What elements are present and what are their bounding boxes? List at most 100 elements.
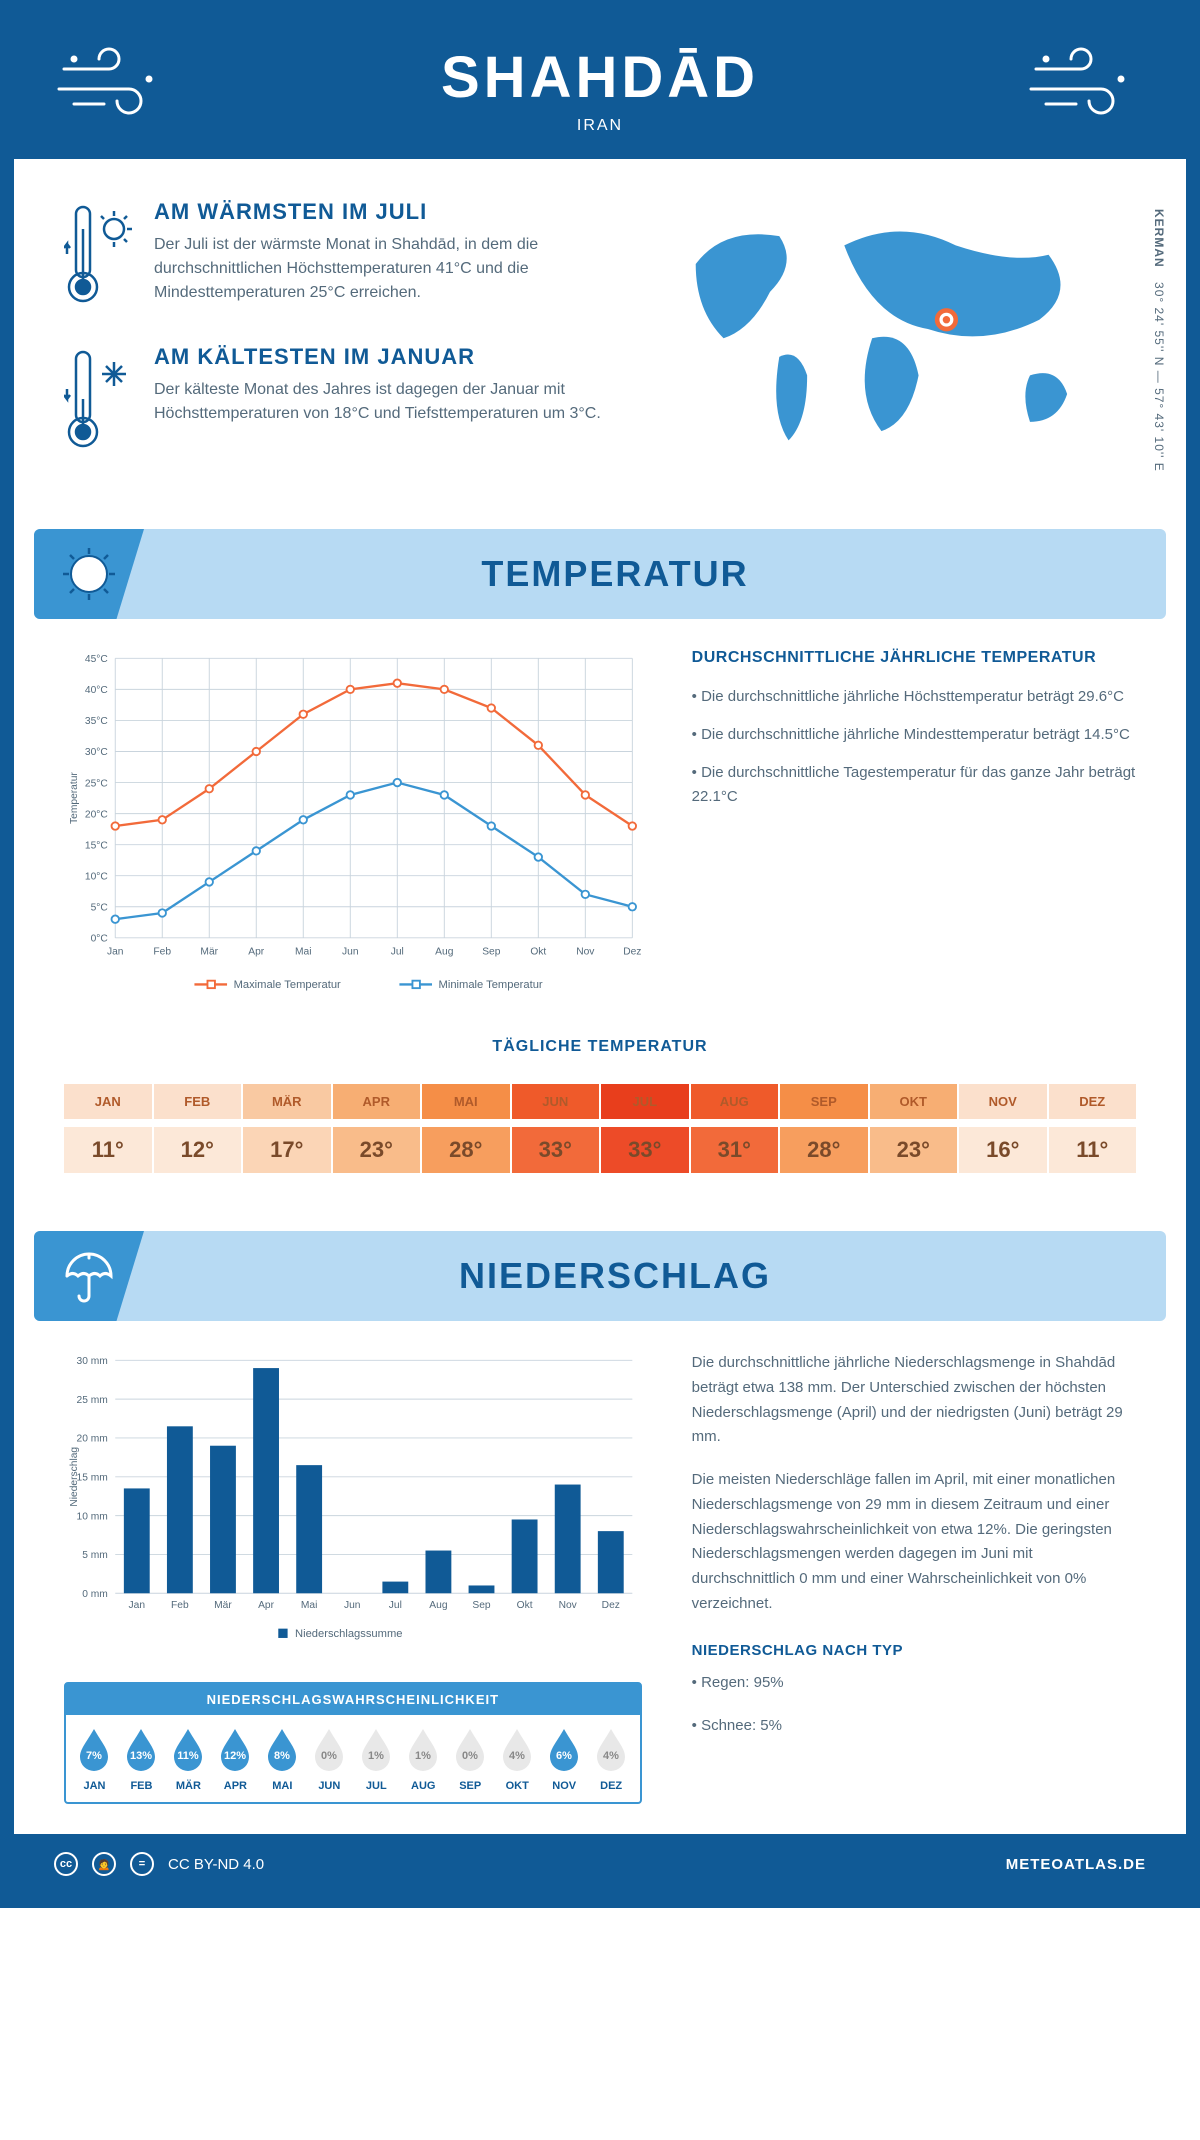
svg-text:Aug: Aug <box>429 1600 448 1611</box>
svg-text:5 mm: 5 mm <box>82 1550 108 1561</box>
svg-text:Jun: Jun <box>342 947 359 958</box>
svg-text:45°C: 45°C <box>85 654 108 665</box>
svg-text:40°C: 40°C <box>85 685 108 696</box>
svg-text:Minimale Temperatur: Minimale Temperatur <box>439 979 543 991</box>
coldest-title: AM KÄLTESTEN IM JANUAR <box>154 344 605 370</box>
svg-text:4%: 4% <box>509 1750 525 1762</box>
cc-icon: cc <box>54 1852 78 1876</box>
daily-temp-heading: TÄGLICHE TEMPERATUR <box>64 1038 1136 1056</box>
region-label: KERMAN <box>1152 209 1166 268</box>
svg-text:Aug: Aug <box>435 947 454 958</box>
coordinates: KERMAN 30° 24' 55'' N — 57° 43' 10'' E <box>1152 209 1166 472</box>
temp-cell: OKT23° <box>870 1076 958 1181</box>
svg-text:Sep: Sep <box>482 947 501 958</box>
svg-text:Mai: Mai <box>301 1600 318 1611</box>
svg-text:Dez: Dez <box>623 947 641 958</box>
svg-text:Apr: Apr <box>258 1600 275 1611</box>
svg-text:1%: 1% <box>368 1750 384 1762</box>
svg-text:Okt: Okt <box>517 1600 533 1611</box>
temp-cell: JUL33° <box>601 1076 689 1181</box>
svg-text:30°C: 30°C <box>85 747 108 758</box>
temp-cell: MAI28° <box>422 1076 510 1181</box>
svg-text:Mai: Mai <box>295 947 311 958</box>
site-name: METEOATLAS.DE <box>1006 1856 1146 1873</box>
svg-text:Nov: Nov <box>576 947 595 958</box>
world-map-icon <box>645 199 1136 459</box>
prob-cell: 6%NOV <box>542 1727 587 1792</box>
city-title: SHAHDĀD <box>34 44 1166 111</box>
temp-cell: JUN33° <box>512 1076 600 1181</box>
svg-text:Mär: Mär <box>214 1600 232 1611</box>
precip-type-bullet: • Regen: 95% <box>692 1671 1136 1696</box>
svg-text:30 mm: 30 mm <box>77 1356 108 1367</box>
prob-cell: 1%AUG <box>401 1727 446 1792</box>
thermometer-sun-icon <box>64 199 134 314</box>
prob-cell: 4%OKT <box>495 1727 540 1792</box>
coord-text: 30° 24' 55'' N — 57° 43' 10'' E <box>1152 282 1166 472</box>
warmest-title: AM WÄRMSTEN IM JULI <box>154 199 605 225</box>
svg-text:10 mm: 10 mm <box>77 1511 108 1522</box>
wind-icon <box>54 44 174 129</box>
svg-text:13%: 13% <box>130 1750 152 1762</box>
temperature-line-chart: 0°C5°C10°C15°C20°C25°C30°C35°C40°C45°CJa… <box>64 649 642 1008</box>
svg-text:7%: 7% <box>87 1750 103 1762</box>
temp-bullet: • Die durchschnittliche Tagestemperatur … <box>692 761 1136 809</box>
svg-text:8%: 8% <box>274 1750 290 1762</box>
svg-text:Jun: Jun <box>344 1600 361 1611</box>
svg-text:11%: 11% <box>178 1750 200 1762</box>
svg-text:Temperatur: Temperatur <box>69 772 80 824</box>
prob-cell: 7%JAN <box>72 1727 117 1792</box>
country-label: IRAN <box>34 117 1166 135</box>
umbrella-icon <box>34 1231 144 1321</box>
svg-text:Jul: Jul <box>389 1600 402 1611</box>
prob-cell: 12%APR <box>213 1727 258 1792</box>
coldest-fact: AM KÄLTESTEN IM JANUAR Der kälteste Mona… <box>64 344 605 459</box>
svg-text:Niederschlag: Niederschlag <box>69 1447 80 1507</box>
svg-text:5°C: 5°C <box>91 902 108 913</box>
temp-cell: DEZ11° <box>1049 1076 1137 1181</box>
temp-cell: APR23° <box>333 1076 421 1181</box>
header: SHAHDĀD IRAN <box>14 14 1186 159</box>
svg-text:Niederschlagssumme: Niederschlagssumme <box>295 1628 402 1640</box>
prob-cell: 0%SEP <box>448 1727 493 1792</box>
temp-cell: FEB12° <box>154 1076 242 1181</box>
coldest-body: Der kälteste Monat des Jahres ist dagege… <box>154 378 605 426</box>
prob-cell: 1%JUL <box>354 1727 399 1792</box>
svg-text:20°C: 20°C <box>85 809 108 820</box>
svg-text:Jan: Jan <box>107 947 124 958</box>
svg-text:35°C: 35°C <box>85 716 108 727</box>
svg-text:6%: 6% <box>556 1750 572 1762</box>
precip-section-header: NIEDERSCHLAG <box>34 1231 1166 1321</box>
license-text: CC BY-ND 4.0 <box>168 1856 264 1873</box>
svg-text:15 mm: 15 mm <box>77 1473 108 1484</box>
temp-section-title: TEMPERATUR <box>144 553 1166 595</box>
svg-text:Okt: Okt <box>530 947 546 958</box>
svg-text:Nov: Nov <box>559 1600 578 1611</box>
svg-text:Apr: Apr <box>248 947 265 958</box>
svg-text:Dez: Dez <box>602 1600 620 1611</box>
svg-text:Maximale Temperatur: Maximale Temperatur <box>234 979 341 991</box>
precip-paragraph: Die meisten Niederschläge fallen im Apri… <box>692 1468 1136 1617</box>
prob-title: NIEDERSCHLAGSWAHRSCHEINLICHKEIT <box>66 1684 640 1715</box>
svg-text:0°C: 0°C <box>91 934 108 945</box>
temp-cell: NOV16° <box>959 1076 1047 1181</box>
svg-text:25 mm: 25 mm <box>77 1395 108 1406</box>
warmest-body: Der Juli ist der wärmste Monat in Shahdā… <box>154 233 605 305</box>
by-icon: 🙍 <box>92 1852 116 1876</box>
prob-cell: 4%DEZ <box>589 1727 634 1792</box>
svg-text:Jul: Jul <box>391 947 404 958</box>
temp-bullet: • Die durchschnittliche jährliche Mindes… <box>692 723 1136 747</box>
svg-text:Sep: Sep <box>472 1600 491 1611</box>
svg-text:0%: 0% <box>321 1750 337 1762</box>
page: SHAHDĀD IRAN AM WÄRMSTEN IM JULI Der Jul… <box>0 0 1200 1908</box>
nd-icon: = <box>130 1852 154 1876</box>
svg-text:25°C: 25°C <box>85 778 108 789</box>
svg-text:Feb: Feb <box>171 1600 189 1611</box>
prob-cell: 0%JUN <box>307 1727 352 1792</box>
svg-text:12%: 12% <box>224 1750 246 1762</box>
thermometer-snow-icon <box>64 344 134 459</box>
svg-text:Jan: Jan <box>129 1600 146 1611</box>
sun-icon <box>34 529 144 619</box>
temp-cell: AUG31° <box>691 1076 779 1181</box>
footer: cc 🙍 = CC BY-ND 4.0 METEOATLAS.DE <box>14 1834 1186 1894</box>
